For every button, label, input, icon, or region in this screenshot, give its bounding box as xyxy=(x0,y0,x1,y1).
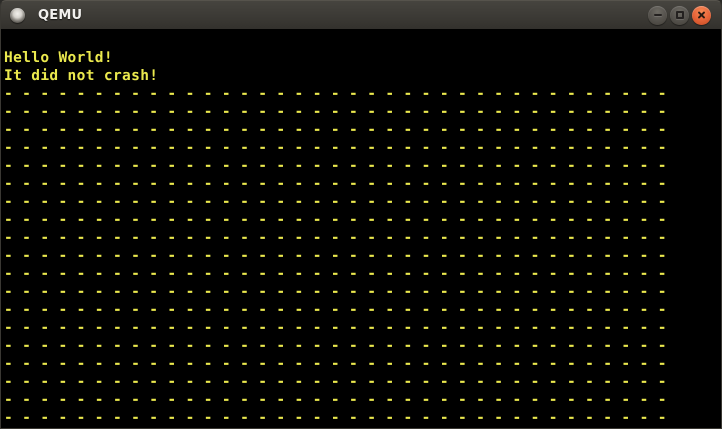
maximize-icon xyxy=(675,11,684,19)
qemu-sphere-icon xyxy=(10,7,25,23)
maximize-button[interactable] xyxy=(670,5,689,25)
close-button[interactable] xyxy=(692,5,711,25)
terminal-line: - - - - - - - - - - - - - - - - - - - - … xyxy=(4,212,667,228)
terminal-line: - - - - - - - - - - - - - - - - - - - - … xyxy=(4,104,667,120)
close-icon xyxy=(697,11,706,20)
minimize-icon xyxy=(653,14,662,16)
terminal-line xyxy=(4,31,721,49)
terminal-line: - - - - - - - - - - - - - - - - - - - - … xyxy=(4,284,667,300)
terminal-line: - - - - - - - - - - - - - - - - - - - - … xyxy=(4,392,667,408)
window-title: QEMU xyxy=(38,7,83,23)
terminal-line: Hello World! xyxy=(4,50,113,66)
terminal-line: - - - - - - - - - - - - - - - - - - - - … xyxy=(4,248,667,264)
terminal-line: - - - - - - - - - - - - - - - - - - - - … xyxy=(4,230,667,246)
terminal-line: - - - - - - - - - - - - - - - - - - - - … xyxy=(4,194,667,210)
terminal-line: - - - - - - - - - - - - - - - - - - - - … xyxy=(4,158,667,174)
terminal-line: - - - - - - - - - - - - - - - - - - - - … xyxy=(4,122,667,138)
terminal-frame: Hello World! It did not crash! - - - - - -… xyxy=(0,29,722,429)
terminal-line: - - - - - - - - - - - - - - - - - - - - … xyxy=(4,374,667,390)
terminal-line: - - - - - - - - - - - - - - - - - - - - … xyxy=(4,338,667,354)
minimize-button[interactable] xyxy=(648,5,667,25)
window-controls xyxy=(648,5,711,25)
terminal-line: - - - - - - - - - - - - - - - - - - - - … xyxy=(4,320,667,336)
terminal-line: - - - - - - - - - - - - - - - - - - - - … xyxy=(4,356,667,372)
terminal-line: - - - - - - - - - - - - - - - - - - - - … xyxy=(4,176,667,192)
window-titlebar[interactable]: QEMU xyxy=(0,0,722,29)
terminal-line: It did not crash! xyxy=(4,68,159,84)
terminal-line: - - - - - - - - - - - - - - - - - - - - … xyxy=(4,410,667,426)
terminal-line: - - - - - - - - - - - - - - - - - - - - … xyxy=(4,266,667,282)
terminal-line: - - - - - - - - - - - - - - - - - - - - … xyxy=(4,302,667,318)
terminal-line: - - - - - - - - - - - - - - - - - - - - … xyxy=(4,86,667,102)
terminal-screen[interactable]: Hello World! It did not crash! - - - - - -… xyxy=(1,29,721,428)
terminal-line: - - - - - - - - - - - - - xyxy=(4,427,721,428)
terminal-line: - - - - - - - - - - - - - - - - - - - - … xyxy=(4,140,667,156)
